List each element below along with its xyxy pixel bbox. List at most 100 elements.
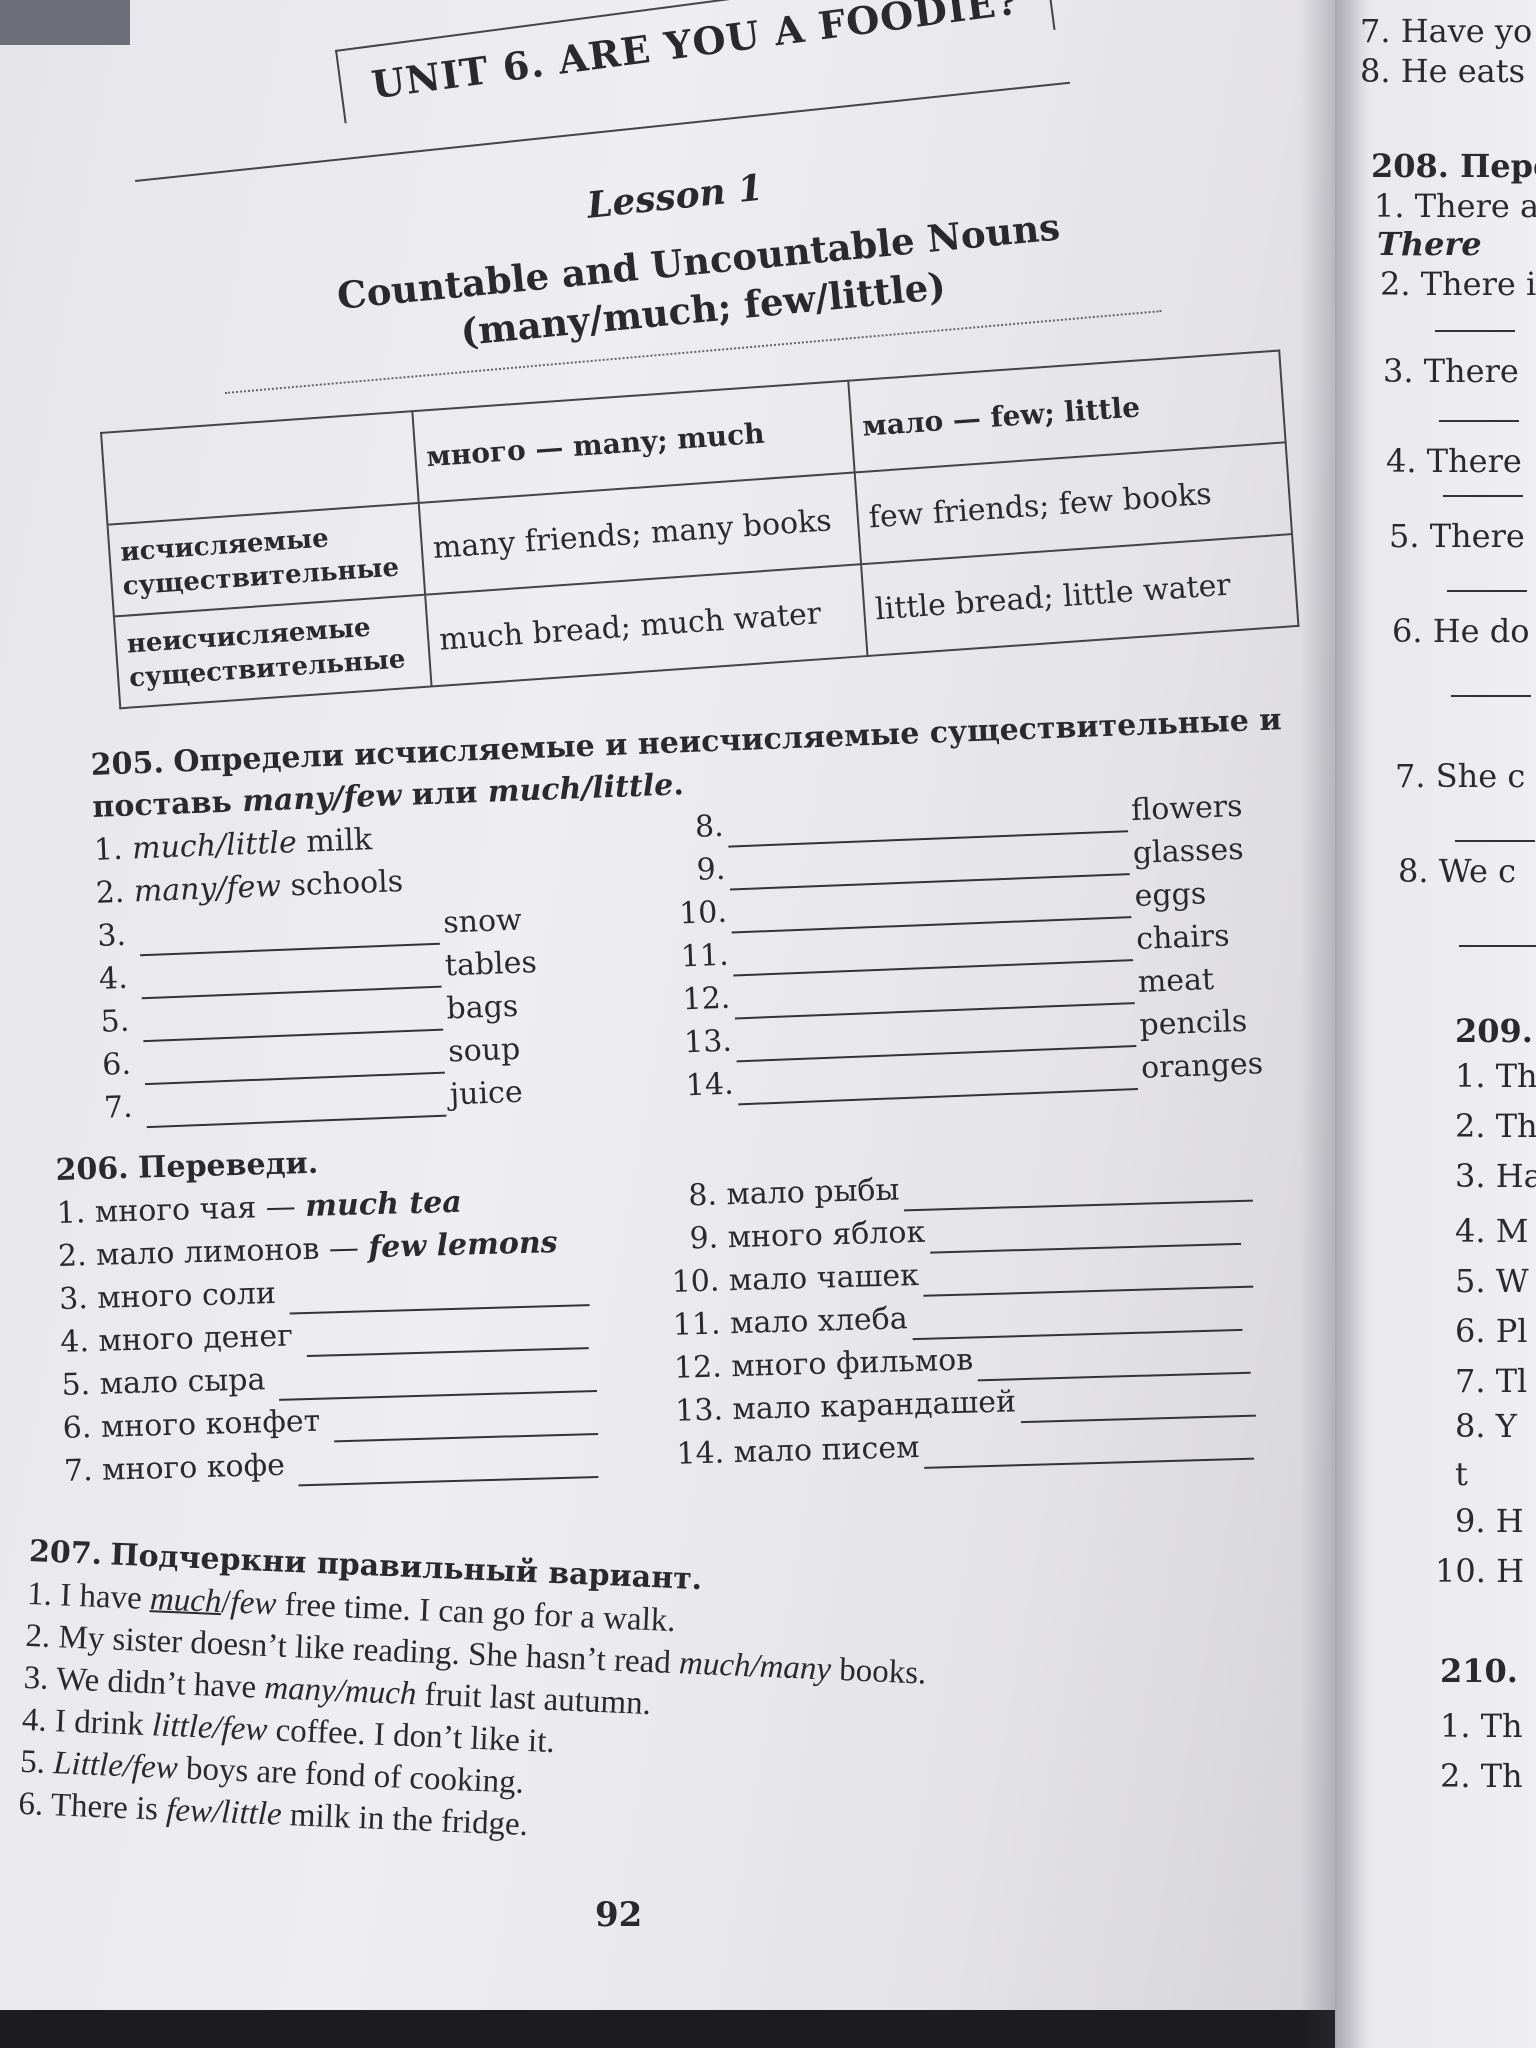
item-number: 9. [689,1220,729,1257]
item-russian: мало карандашей [732,1384,1017,1428]
exercise-205: 205. Определи исчисляемые и неисчисляемы… [90,699,1304,1139]
answer-option: Little/few [52,1745,179,1787]
right-page-line: 4. M [1455,1212,1529,1250]
right-page-line: 210. [1440,1652,1518,1690]
item-noun: soup [447,1031,521,1070]
answer-option: little/few [151,1707,269,1749]
right-page-line: 209. П [1455,1012,1536,1050]
right-page-line: 10. H [1435,1552,1524,1590]
instruction-text: Переведи. [137,1145,319,1186]
answer-blank[interactable] [298,1445,599,1487]
item-noun: snow [442,902,523,941]
item-number: 8. [694,808,725,845]
right-page-line: 2. Th [1440,1757,1523,1795]
item-number: 10. [678,894,728,932]
exercise-206-right-column: 8. мало рыбы 9. много яблок 10. мало чашек… [666,1157,1314,1476]
right-page-line: 9. H [1455,1502,1524,1540]
item-number: 9. [695,851,726,888]
item-number: 11. [672,1306,731,1343]
instruction-italic: many/few [241,778,402,820]
left-page [0,0,1345,2010]
right-page-line: 7. Have yo [1360,12,1533,50]
answer-option: few/little [165,1791,283,1833]
right-page-line: 5. There [1389,517,1525,555]
item-number: 12. [673,1349,732,1386]
item-number: 5. [99,1003,140,1040]
right-page-line: 3. There [1383,352,1519,390]
answer-line[interactable] [1451,695,1531,697]
answer-option: many/much [263,1669,418,1713]
right-page-line: 8. We c [1398,852,1517,890]
right-page-line: There [1377,225,1482,263]
item-number: 2. [95,874,135,911]
sentence-text: 4. I drink [21,1701,153,1744]
answer-blank[interactable] [923,1427,1254,1469]
right-page-line: 7. She c [1395,757,1526,795]
right-page-line: 3. Ha [1455,1157,1536,1195]
item-number: 14. [675,1435,735,1472]
page-number: 92 [595,1895,643,1935]
item-number: 7. [103,1089,143,1126]
item-answer: much/little [131,825,298,867]
sentence-text: 5. [19,1743,55,1782]
exercise-number: 205. [90,745,165,783]
right-page-line: 5. W [1455,1262,1529,1300]
item-russian: много чая — [94,1189,306,1230]
exercise-205-left-column: 1. much/little milk 2. many/few schools 3.… [93,810,604,1130]
item-russian: много фильмов [730,1342,974,1385]
item-noun: eggs [1133,876,1207,914]
answer-blank[interactable] [145,1084,447,1129]
item-answer: many/few [133,868,282,910]
answer-option: much/many [678,1645,832,1688]
sentence-text: milk in the fridge. [280,1796,529,1844]
item-russian: много яблок [727,1214,926,1256]
right-page-line: t [1455,1455,1468,1493]
instruction-italic: much/little [487,767,674,810]
item-number: 12. [681,980,731,1018]
item-noun: milk [296,822,373,861]
right-page-line: 4. There [1386,442,1522,480]
answer-line[interactable] [1455,840,1535,842]
item-number: 6. [62,1409,102,1446]
item-russian: много кофе [101,1447,295,1488]
answer-option: few [229,1584,278,1623]
item-noun: schools [280,864,404,904]
answer-blank[interactable] [737,1058,1139,1106]
sentence-text: 1. I have [26,1575,151,1618]
item-noun: glasses [1132,831,1245,872]
answer-line[interactable] [1443,495,1523,497]
right-page-line: 2. Th [1455,1107,1536,1145]
exercise-205-right-column: 8. flowers 9. glasses 10. eggs 11. chairs 12. mea… [673,783,1294,1107]
exercise-206-left-column: 1. много чая — much tea 2. мало лимонов —… [56,1176,634,1493]
item-russian: мало сыра [99,1361,276,1402]
item-russian: мало чашек [728,1257,920,1299]
underlined-answer: much [149,1581,222,1620]
exercise-207: 207. Подчеркни правильный вариант. 1. I … [18,1530,1279,1877]
item-number: 13. [683,1023,733,1061]
sentence-text: fruit last autumn. [415,1676,652,1723]
background-corner [0,0,130,45]
item-russian: много конфет [100,1403,331,1445]
right-page-line: 8. He eats [1360,52,1526,90]
answer-line[interactable] [1435,330,1515,332]
right-page-line: 6. He do [1392,612,1530,650]
item-number: 5. [61,1366,101,1403]
answer-line[interactable] [1459,945,1536,947]
right-page-line: 1. Th [1440,1707,1523,1745]
item-translation: much tea [304,1184,463,1225]
right-page-line: 6. Pl [1455,1312,1528,1350]
item-russian: мало рыбы [726,1172,900,1213]
sentence-text: 3. We didn’t have [23,1659,266,1706]
item-noun: pencils [1138,1003,1248,1043]
item-number: 13. [674,1392,734,1429]
answer-option: much [149,1581,223,1621]
answer-line[interactable] [1439,420,1519,422]
item-noun: chairs [1135,918,1231,957]
answer-blank[interactable] [1019,1384,1256,1424]
item-noun: bags [445,988,519,1027]
exercise-207-sentences: 1. I have much/few free time. I can go f… [18,1573,1277,1877]
sentence-text: books. [830,1651,928,1692]
right-page-line: 1. There a [1374,187,1536,225]
answer-line[interactable] [1447,590,1527,592]
item-noun: juice [449,1074,524,1113]
